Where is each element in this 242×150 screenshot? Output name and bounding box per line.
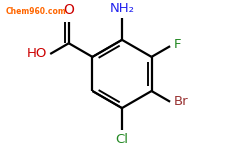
Text: Cl: Cl bbox=[115, 134, 129, 146]
Text: F: F bbox=[174, 38, 182, 51]
Text: HO: HO bbox=[27, 47, 47, 60]
Text: Chem960.com: Chem960.com bbox=[6, 7, 67, 16]
Text: Br: Br bbox=[174, 95, 189, 108]
Text: O: O bbox=[63, 3, 74, 17]
Text: NH₂: NH₂ bbox=[109, 2, 135, 15]
